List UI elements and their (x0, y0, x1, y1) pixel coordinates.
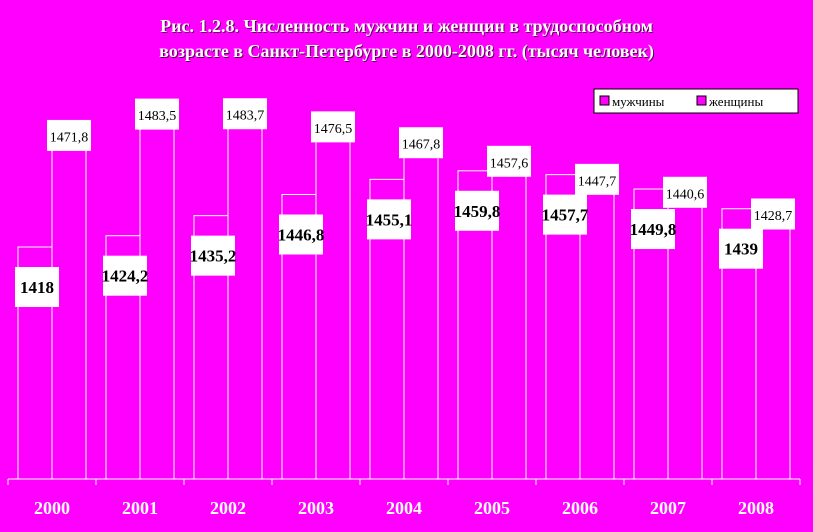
data-label-women: 1476,5 (314, 122, 353, 137)
data-label-box-men (367, 199, 411, 240)
legend: мужчины женщины (593, 88, 799, 114)
chart-title: Рис. 1.2.8. Численность мужчин и женщин … (0, 14, 813, 64)
data-label-men: 1446,8 (278, 225, 325, 244)
legend-swatch-men (599, 95, 610, 106)
x-tick-label: 2005 (474, 498, 510, 518)
data-label-women: 1457,6 (490, 156, 529, 171)
x-tick-label: 2008 (738, 498, 774, 518)
x-tick-label: 2003 (298, 498, 334, 518)
data-label-men: 1439 (724, 240, 758, 259)
data-label-box-men (103, 255, 147, 296)
x-axis: 2000 2001 2002 2003 2004 2005 2006 2007 2008 (7, 478, 801, 518)
x-tick-label: 2007 (650, 498, 686, 518)
bar-women (315, 139, 351, 480)
data-label-box-women (751, 198, 795, 230)
legend-label-men: мужчины (612, 94, 665, 109)
data-label-box-women (311, 111, 355, 143)
bar-women (139, 127, 175, 480)
data-label-women: 1447,7 (578, 174, 617, 189)
data-label-box-men (543, 194, 587, 235)
legend-label-women: женщины (708, 94, 763, 109)
data-label-men: 1449,8 (630, 220, 677, 239)
data-label-box-women (223, 98, 267, 130)
legend-swatch-women (696, 95, 707, 106)
bar-women (755, 226, 791, 480)
x-tick-label: 2000 (34, 498, 70, 518)
x-tick-label: 2001 (122, 498, 158, 518)
legend-box (593, 88, 799, 114)
data-label-box-men (279, 214, 323, 255)
bar-women (579, 192, 615, 480)
x-tick-label: 2004 (386, 498, 422, 518)
bar-women (227, 126, 263, 480)
data-label-women: 1467,8 (402, 138, 441, 153)
data-label-women: 1483,5 (138, 109, 177, 124)
data-label-box-women (487, 145, 531, 177)
data-label-men: 1424,2 (102, 267, 149, 286)
data-label-men: 1435,2 (190, 247, 237, 266)
data-label-men: 1455,1 (366, 210, 413, 229)
data-label-box-women (663, 176, 707, 208)
data-label-women: 1471,8 (50, 130, 89, 145)
data-labels-layer: 1418 1471,8 1424,2 1483,5 1435,2 1483,7 1446,8… (15, 98, 795, 307)
data-label-women: 1440,6 (666, 187, 705, 202)
data-label-men: 1418 (20, 278, 54, 297)
data-label-box-men (191, 235, 235, 276)
data-label-box-women (135, 98, 179, 130)
chart-title-line-2: возрасте в Санкт-Петербурге в 2000-2008 … (159, 41, 654, 61)
data-label-women: 1428,7 (754, 209, 793, 224)
data-label-box-women (47, 119, 91, 151)
chart-title-line-1: Рис. 1.2.8. Численность мужчин и женщин … (160, 16, 653, 36)
data-label-box-men (631, 209, 675, 250)
data-label-box-men (455, 190, 499, 231)
bar-women (51, 148, 87, 480)
x-tick-label: 2002 (210, 498, 246, 518)
data-label-box-women (575, 163, 619, 195)
data-label-men: 1459,8 (454, 202, 501, 221)
data-label-women: 1483,7 (226, 109, 265, 124)
data-label-box-women (399, 127, 443, 159)
x-tick-label: 2006 (562, 498, 598, 518)
data-label-box-men (719, 228, 763, 269)
data-label-men: 1457,7 (542, 206, 589, 225)
data-label-box-men (15, 267, 59, 307)
bar-women (403, 155, 439, 480)
